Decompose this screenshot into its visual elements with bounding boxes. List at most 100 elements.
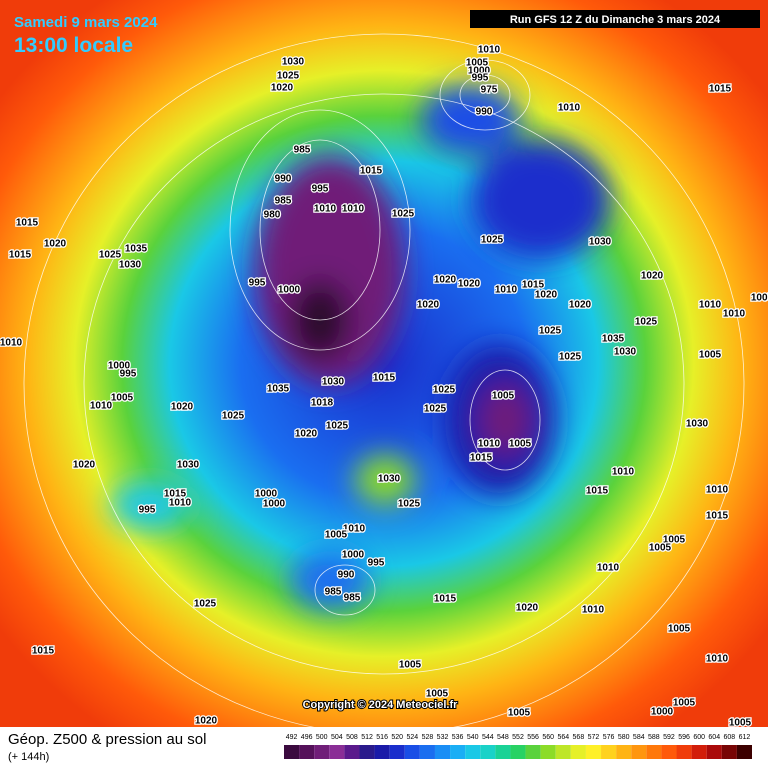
isobar-label: 1025	[222, 411, 245, 422]
isobar-label: 1018	[311, 398, 334, 409]
isobar-label: 1020	[641, 271, 664, 282]
date: Samedi 9 mars 2024	[14, 14, 158, 31]
legend-swatch	[676, 745, 692, 759]
legend-label: 552	[512, 734, 524, 741]
legend-label: 516	[376, 734, 388, 741]
legend-swatch	[434, 745, 451, 759]
isobar-label: 1005	[668, 624, 691, 635]
legend-swatch	[601, 745, 617, 759]
isobar-label: 1015	[586, 486, 609, 497]
legend-swatch	[344, 745, 360, 759]
isobar-label: 1025	[326, 421, 349, 432]
isobar-label: 1015	[709, 84, 732, 95]
legend-swatch	[525, 745, 541, 759]
isobar-label: 1030	[378, 474, 401, 485]
isobar-label: 1030	[686, 419, 709, 430]
isobar-label: 1020	[295, 429, 318, 440]
isobar-label: 1010	[558, 103, 581, 114]
isobar-label: 1015	[373, 373, 396, 384]
isobar-label: 1010	[699, 300, 722, 311]
isobar-label: 1005	[111, 393, 134, 404]
legend-swatch	[495, 745, 511, 759]
legend-swatch	[314, 745, 330, 759]
isobar-label: 985	[344, 593, 361, 604]
legend-swatch	[540, 745, 556, 759]
isobar-label: 1000	[263, 499, 286, 510]
footer-title: Géop. Z500 & pression au sol	[8, 731, 206, 748]
isobar-label: 1020	[569, 300, 592, 311]
isobar-label: 1020	[458, 279, 481, 290]
isobar-label: 1005	[751, 293, 768, 304]
legend-swatch	[329, 745, 345, 759]
isobar-label: 1000	[278, 285, 301, 296]
isobar-label: 1010	[706, 485, 729, 496]
legend-swatch	[585, 745, 602, 759]
legend-swatch	[480, 745, 496, 759]
isobar-label: 995	[472, 73, 489, 84]
legend-label: 520	[391, 734, 403, 741]
legend-label: 528	[422, 734, 434, 741]
isobar-label: 1020	[73, 460, 96, 471]
legend-label: 600	[693, 734, 705, 741]
legend-label: 584	[633, 734, 645, 741]
isobar-label: 995	[249, 278, 266, 289]
isobar-label: 1005	[729, 718, 752, 729]
legend-swatch	[404, 745, 420, 759]
isobar-label: 1005	[492, 391, 515, 402]
isobar-label: 995	[368, 558, 385, 569]
isobar-label: 1010	[495, 285, 518, 296]
isobar-label: 995	[312, 184, 329, 195]
legend-label: 604	[708, 734, 720, 741]
legend-label: 608	[724, 734, 736, 741]
isobar-label: 990	[476, 107, 493, 118]
isobar-label: 1020	[516, 603, 539, 614]
isobar-label: 1005	[663, 535, 686, 546]
isobar-label: 1030	[589, 237, 612, 248]
isobar-label: 1010	[90, 401, 113, 412]
isobar-label: 1025	[392, 209, 415, 220]
legend-label: 492	[286, 734, 298, 741]
isobar-label: 995	[139, 505, 156, 516]
map-background	[0, 0, 768, 727]
isobar-label: 1015	[522, 280, 545, 291]
isobar-label: 1030	[282, 57, 305, 68]
isobar-label: 985	[294, 145, 311, 156]
isobar-label: 1020	[417, 300, 440, 311]
legend-label: 596	[678, 734, 690, 741]
legend-label: 580	[618, 734, 630, 741]
legend-label: 532	[437, 734, 449, 741]
isobar-label: 1020	[195, 716, 218, 727]
legend-swatch	[706, 745, 722, 759]
legend-swatch	[555, 745, 571, 759]
isobar-label: 1005	[509, 439, 532, 450]
isobar-label: 990	[338, 570, 355, 581]
isobar-label: 1025	[433, 385, 456, 396]
isobar-label: 1030	[614, 347, 637, 358]
isobar-label: 1010	[343, 524, 366, 535]
isobar-label: 1010	[342, 204, 365, 215]
legend-swatch	[616, 745, 632, 759]
footer-subtitle: (+ 144h)	[8, 751, 49, 763]
isobar-label: 1025	[277, 71, 300, 82]
legend-label: 612	[739, 734, 751, 741]
time: 13:00 locale	[14, 34, 133, 57]
isobar-label: 1025	[424, 404, 447, 415]
isobar-label: 1020	[171, 402, 194, 413]
isobar-label: 1005	[399, 660, 422, 671]
legend-label: 564	[557, 734, 569, 741]
legend-label: 588	[648, 734, 660, 741]
legend-label: 500	[316, 734, 328, 741]
legend-label: 556	[527, 734, 539, 741]
isobar-label: 1035	[602, 334, 625, 345]
legend-label: 540	[467, 734, 479, 741]
isobar-label: 1025	[635, 317, 658, 328]
isobar-label: 1035	[267, 384, 290, 395]
isobar-label: 1030	[177, 460, 200, 471]
isobar-label: 985	[325, 587, 342, 598]
run-banner	[470, 10, 760, 28]
isobar-label: 1010	[706, 654, 729, 665]
run-info: Run GFS 12 Z du Dimanche 3 mars 2024	[510, 14, 721, 26]
legend: 492 496 500 504 508 512 516 520 524 528 532 536 540 5…	[284, 734, 752, 759]
